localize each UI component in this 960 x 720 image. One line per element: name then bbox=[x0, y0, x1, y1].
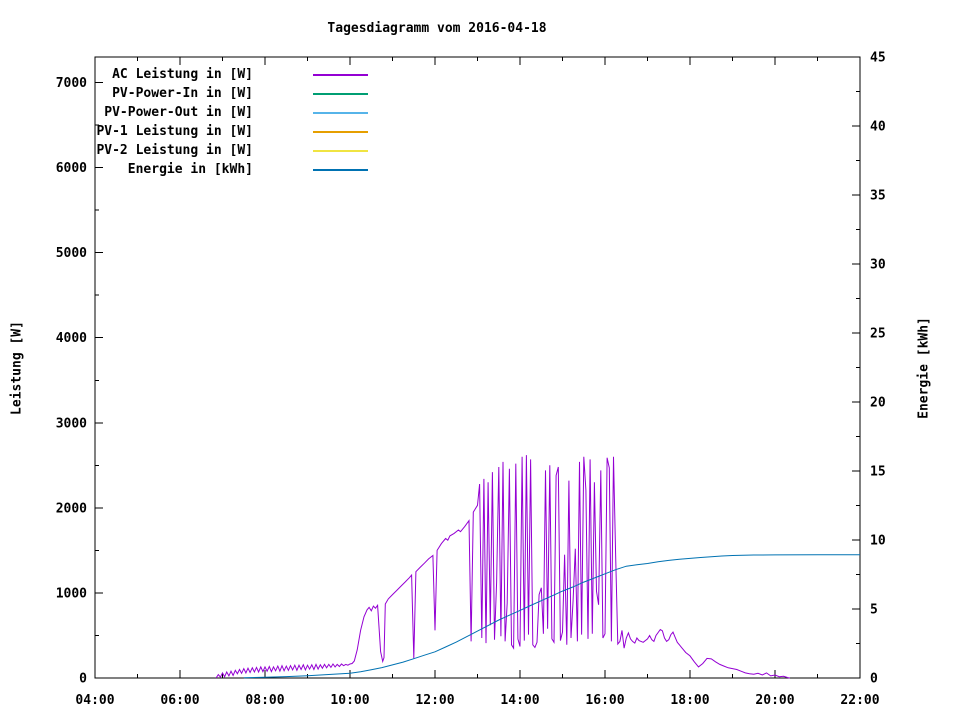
legend-row: PV-2 Leistung in [W] bbox=[90, 141, 368, 160]
series-line-0 bbox=[215, 455, 790, 679]
legend-row: PV-1 Leistung in [W] bbox=[90, 122, 368, 141]
y-left-tick-label: 1000 bbox=[56, 586, 87, 601]
x-tick-label: 16:00 bbox=[585, 693, 624, 708]
y-right-tick-label: 20 bbox=[870, 396, 886, 411]
legend-label-energie: Energie in [kWh] bbox=[127, 162, 253, 177]
y-axis-label-right: Energie [kWh] bbox=[916, 317, 932, 419]
y-right-tick-label: 25 bbox=[870, 327, 886, 342]
x-tick-label: 22:00 bbox=[840, 693, 879, 708]
legend-row: AC Leistung in [W] bbox=[90, 65, 368, 84]
x-tick-label: 04:00 bbox=[75, 693, 114, 708]
series-line-5 bbox=[243, 554, 860, 679]
x-tick-label: 18:00 bbox=[670, 693, 709, 708]
x-tick-label: 20:00 bbox=[755, 693, 794, 708]
legend-row: PV-Power-In in [W] bbox=[90, 84, 368, 103]
x-tick-label: 06:00 bbox=[160, 693, 199, 708]
x-axis-ticks: 04:00 06:00 08:00 10:00 12:00 14:00 16:00 18:00… bbox=[75, 57, 880, 708]
legend-row: PV-Power-Out in [W] bbox=[90, 103, 368, 122]
chart-title: Tagesdiagramm vom 2016-04-18 bbox=[327, 21, 547, 36]
y-left-tick-label: 5000 bbox=[56, 246, 87, 261]
x-tick-label: 08:00 bbox=[245, 693, 284, 708]
legend-line-sample bbox=[313, 168, 368, 171]
x-tick-label: 14:00 bbox=[500, 693, 539, 708]
y-right-tick-label: 35 bbox=[870, 189, 886, 204]
y-left-ticks: 0 1000 2000 3000 4000 5000 6000 7000 bbox=[56, 76, 103, 687]
legend-line-sample bbox=[313, 149, 368, 152]
y-left-tick-label: 6000 bbox=[56, 161, 87, 176]
x-tick-label: 12:00 bbox=[415, 693, 454, 708]
y-right-ticks: 0 5 10 15 20 25 30 35 40 45 bbox=[852, 51, 886, 687]
legend-label-pv-power-out: PV-Power-Out in [W] bbox=[104, 105, 253, 120]
y-left-tick-label: 7000 bbox=[56, 76, 87, 91]
y-right-tick-label: 10 bbox=[870, 534, 886, 549]
y-left-tick-label: 3000 bbox=[56, 416, 87, 431]
legend-line-sample bbox=[313, 92, 368, 95]
y-right-tick-label: 40 bbox=[870, 120, 886, 135]
legend-label-ac-leistung: AC Leistung in [W] bbox=[112, 67, 253, 82]
legend-label-pv2-leistung: PV-2 Leistung in [W] bbox=[96, 143, 253, 158]
legend-line-sample bbox=[313, 73, 368, 76]
y-right-tick-label: 15 bbox=[870, 465, 886, 480]
legend: AC Leistung in [W] PV-Power-In in [W] PV… bbox=[90, 65, 368, 179]
y-right-tick-label: 0 bbox=[870, 672, 878, 687]
legend-row: Energie in [kWh] bbox=[90, 160, 368, 179]
y-axis-label-left: Leistung [W] bbox=[9, 321, 25, 415]
y-right-tick-label: 5 bbox=[870, 603, 878, 618]
x-tick-label: 10:00 bbox=[330, 693, 369, 708]
legend-line-sample bbox=[313, 111, 368, 114]
y-left-tick-label: 2000 bbox=[56, 501, 87, 516]
y-left-tick-label: 0 bbox=[79, 672, 87, 687]
y-right-tick-label: 30 bbox=[870, 258, 886, 273]
legend-label-pv-power-in: PV-Power-In in [W] bbox=[112, 86, 253, 101]
y-left-tick-label: 4000 bbox=[56, 331, 87, 346]
legend-line-sample bbox=[313, 130, 368, 133]
legend-label-pv1-leistung: PV-1 Leistung in [W] bbox=[96, 124, 253, 139]
y-right-tick-label: 45 bbox=[870, 51, 886, 66]
